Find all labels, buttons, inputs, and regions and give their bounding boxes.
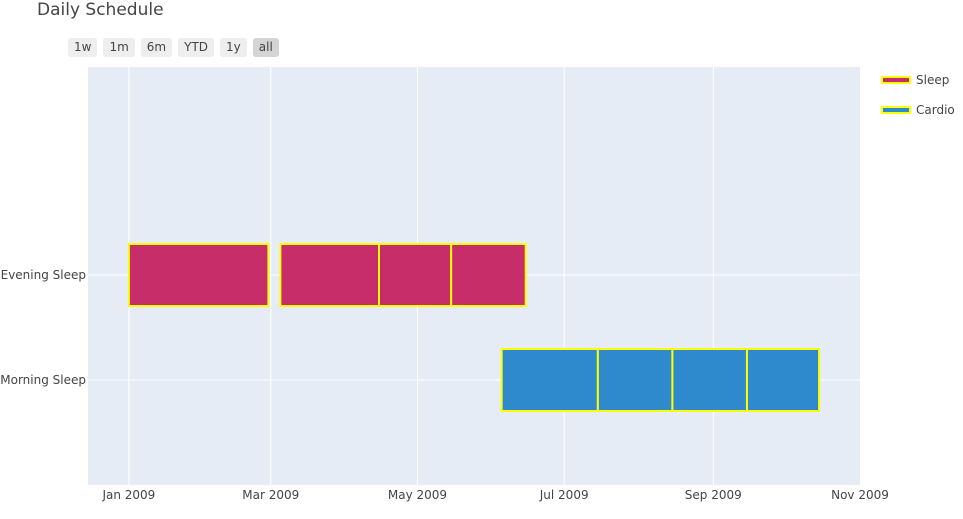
y-axis-ticks: Evening Sleep Morning Sleep bbox=[0, 268, 86, 387]
x-tick-label: Sep 2009 bbox=[685, 488, 742, 502]
x-tick-label: Jul 2009 bbox=[539, 488, 589, 502]
range-button-1w[interactable]: 1w bbox=[68, 38, 98, 57]
gantt-bar-sleep bbox=[450, 243, 527, 307]
bar-layer bbox=[127, 243, 821, 412]
legend-swatch-sleep bbox=[881, 76, 911, 84]
legend-label: Cardio bbox=[916, 103, 955, 117]
legend-swatch-cardio bbox=[881, 106, 911, 114]
x-tick-label: Nov 2009 bbox=[831, 488, 889, 502]
gantt-bar-sleep bbox=[279, 243, 381, 307]
range-button-ytd[interactable]: YTD bbox=[178, 38, 215, 57]
x-tick-label: Mar 2009 bbox=[242, 488, 299, 502]
range-button-6m[interactable]: 6m bbox=[140, 38, 173, 57]
gantt-bar-cardio bbox=[596, 348, 674, 412]
chart-title: Daily Schedule bbox=[37, 0, 164, 20]
gantt-bar-sleep bbox=[127, 243, 270, 307]
legend-label: Sleep bbox=[916, 73, 949, 87]
gantt-bar-cardio bbox=[671, 348, 748, 412]
x-axis-ticks: Jan 2009 Mar 2009 May 2009 Jul 2009 Sep 2009… bbox=[101, 488, 888, 502]
y-tick-label: Morning Sleep bbox=[0, 373, 86, 387]
gantt-bar-cardio bbox=[500, 348, 599, 412]
legend: Sleep Cardio bbox=[881, 73, 955, 117]
range-selector: 1w 1m 6m YTD 1y all bbox=[68, 38, 279, 57]
range-button-all[interactable]: all bbox=[252, 38, 279, 57]
x-tick-label: Jan 2009 bbox=[101, 488, 155, 502]
y-tick-label: Evening Sleep bbox=[1, 268, 86, 282]
range-button-1m[interactable]: 1m bbox=[103, 38, 135, 57]
gantt-bar-sleep bbox=[378, 243, 453, 307]
x-tick-label: May 2009 bbox=[388, 488, 447, 502]
gantt-bar-cardio bbox=[745, 348, 821, 412]
range-button-1y[interactable]: 1y bbox=[220, 38, 247, 57]
